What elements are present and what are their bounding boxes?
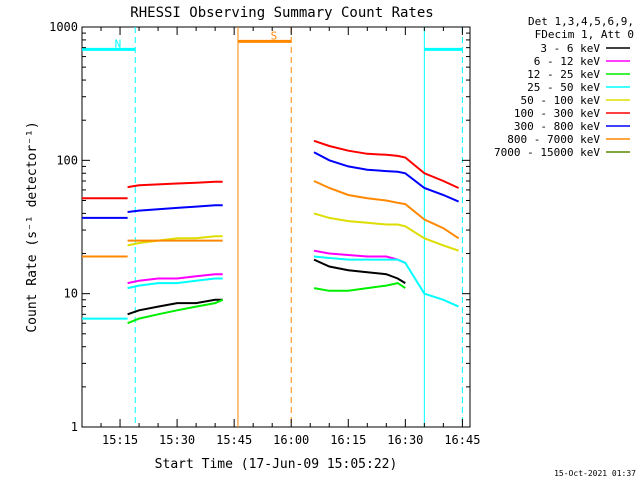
- legend-entry-label: 800 - 7000 keV: [507, 133, 600, 146]
- footer-timestamp: 15-Oct-2021 01:37: [554, 469, 636, 478]
- series-line: [313, 212, 459, 252]
- legend-entry-label: 25 - 50 keV: [527, 81, 600, 94]
- y-axis-label: Count Rate (s⁻¹ detector⁻¹): [25, 121, 40, 332]
- x-tick-label: 16:30: [387, 433, 423, 447]
- x-tick-label: 16:15: [330, 433, 366, 447]
- legend: Det 1,3,4,5,6,9, FDecim 1, Att 0 3 - 6 k…: [494, 15, 634, 159]
- x-axis-label: Start Time (17-Jun-09 15:05:22): [155, 457, 398, 472]
- legend-entry-label: 12 - 25 keV: [527, 68, 600, 81]
- y-tick-label: 1: [71, 420, 78, 434]
- legend-entry-label: 50 - 100 keV: [521, 94, 601, 107]
- legend-entry-label: 6 - 12 keV: [534, 55, 601, 68]
- series-line: [127, 204, 223, 213]
- y-tick-label: 100: [56, 153, 78, 167]
- legend-entry-label: 300 - 800 keV: [514, 120, 600, 133]
- series-line: [313, 258, 406, 284]
- series-layer: [82, 139, 460, 325]
- series-line: [313, 180, 460, 240]
- annotation-label: N: [115, 37, 122, 50]
- x-tick-label: 16:00: [273, 433, 309, 447]
- series-line: [127, 277, 223, 290]
- legend-entry-label: 3 - 6 keV: [540, 42, 600, 55]
- series-line: [127, 180, 223, 189]
- legend-entry-label: 7000 - 15000 keV: [494, 146, 600, 159]
- series-line: [313, 249, 406, 264]
- x-tick-label: 15:45: [216, 433, 252, 447]
- legend-entry-label: 100 - 300 keV: [514, 107, 600, 120]
- chart-title: RHESSI Observing Summary Count Rates: [130, 5, 433, 21]
- plot-frame: [81, 26, 471, 428]
- x-tick-label: 16:45: [444, 433, 480, 447]
- series-line: [127, 298, 223, 316]
- x-tick-label: 15:15: [102, 433, 138, 447]
- series-line: [313, 151, 459, 203]
- tick-layer: 1 10 100 1000 15:15 15:30 15:45 16:00 16:15 16:30…: [49, 20, 480, 447]
- series-line: [127, 235, 223, 247]
- series-line: [313, 139, 460, 189]
- legend-header-line-2: FDecim 1, Att 0: [535, 28, 634, 41]
- annotation-label: S: [271, 29, 278, 42]
- x-tick-label: 15:30: [159, 433, 195, 447]
- series-line: [127, 298, 224, 325]
- annotation-layer: NS: [82, 29, 463, 51]
- series-line: [313, 282, 406, 292]
- legend-header-line-1: Det 1,3,4,5,6,9,: [528, 15, 634, 28]
- y-tick-label: 1000: [49, 20, 78, 34]
- y-tick-label: 10: [64, 287, 78, 301]
- series-line: [127, 273, 223, 285]
- vline-layer: [134, 27, 463, 427]
- series-line: [313, 255, 460, 308]
